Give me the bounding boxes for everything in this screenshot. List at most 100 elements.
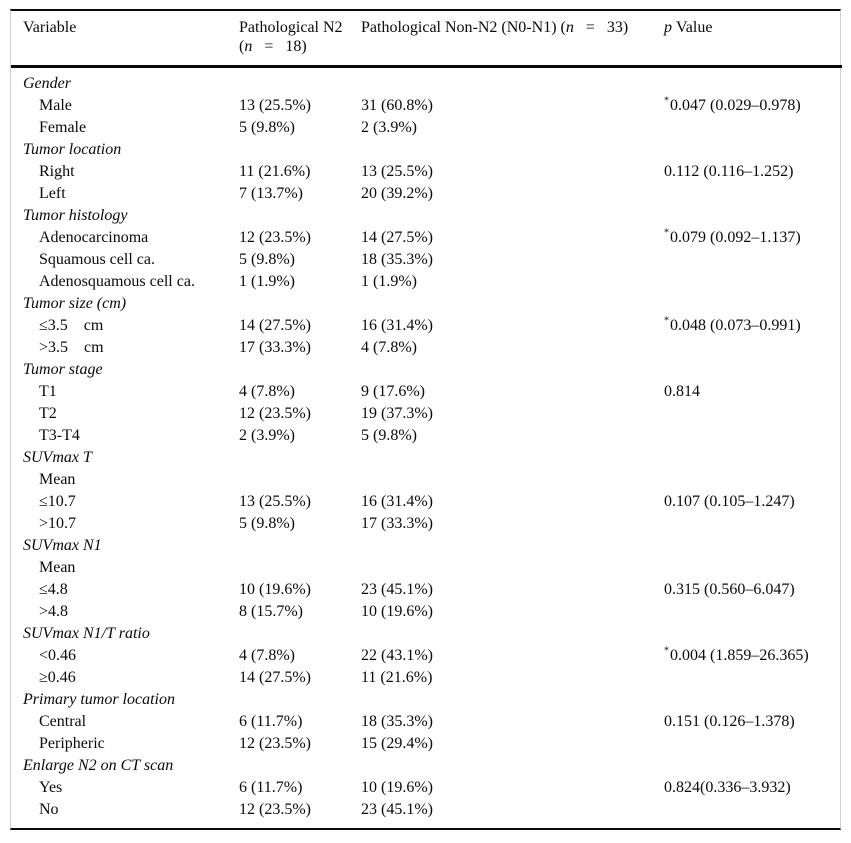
p-value-cell xyxy=(664,183,842,205)
variable-cell: Squamous cell ca. xyxy=(11,249,239,271)
variable-cell: Mean xyxy=(11,469,239,491)
variable-cell: Tumor histology xyxy=(11,205,239,227)
n2-value-cell: 6 (11.7%) xyxy=(239,777,361,799)
non-n2-value-cell: 17 (33.3%) xyxy=(361,513,664,535)
variable-cell: SUVmax N1 xyxy=(11,535,239,557)
n2-value-cell: 14 (27.5%) xyxy=(239,315,361,337)
n2-value: 17 (33.3%) xyxy=(239,339,311,356)
item-label: T1 xyxy=(39,383,57,400)
n2-value: 5 (9.8%) xyxy=(239,515,295,532)
variable-cell: Yes xyxy=(11,777,239,799)
non-n2-value: 1 (1.9%) xyxy=(361,273,417,290)
group-label: SUVmax N1/T ratio xyxy=(23,625,150,642)
non-n2-value-cell: 15 (29.4%) xyxy=(361,733,664,755)
n2-value-cell xyxy=(239,359,361,381)
item-label: Yes xyxy=(39,779,63,796)
variable-cell: SUVmax N1/T ratio xyxy=(11,623,239,645)
significance-asterisk: * xyxy=(664,645,670,657)
p-value-text: 0.315 (0.560–6.047) xyxy=(664,581,795,598)
non-n2-value: 14 (27.5%) xyxy=(361,229,433,246)
variable-cell: Central xyxy=(11,711,239,733)
non-n2-value: 31 (60.8%) xyxy=(361,97,433,114)
n2-value: 12 (23.5%) xyxy=(239,405,311,422)
n2-value: 11 (21.6%) xyxy=(239,163,311,180)
p-value-text: 0.079 (0.092–1.137) xyxy=(670,229,801,246)
n2-value: 5 (9.8%) xyxy=(239,251,295,268)
header-pathological-n2: Pathological N2 (n = 18) xyxy=(239,11,361,67)
variable-cell: <0.46 xyxy=(11,645,239,667)
p-value-cell: *0.047 (0.029–0.978) xyxy=(664,95,842,117)
table-row: <0.46 4 (7.8%) 22 (43.1%) *0.004 (1.859–26.… xyxy=(11,645,842,667)
variable-cell: Adenosquamous cell ca. xyxy=(11,271,239,293)
header-row: Variable Pathological N2 (n = 18) Pathol… xyxy=(11,11,842,67)
n2-value-cell: 7 (13.7%) xyxy=(239,183,361,205)
n2-value-cell xyxy=(239,469,361,491)
p-value-text: 0.824(0.336–3.932) xyxy=(664,779,791,796)
group-label: Primary tumor location xyxy=(23,691,175,708)
group-label: SUVmax T xyxy=(23,449,92,466)
n2-value: 1 (1.9%) xyxy=(239,273,295,290)
variable-cell: Right xyxy=(11,161,239,183)
n2-value-cell: 6 (11.7%) xyxy=(239,711,361,733)
n2-value-cell xyxy=(239,557,361,579)
non-n2-value-cell: 18 (35.3%) xyxy=(361,249,664,271)
table-row: Peripheric 12 (23.5%) 15 (29.4%) xyxy=(11,733,842,755)
header-variable-label: Variable xyxy=(23,19,77,36)
variable-cell: ≥0.46 xyxy=(11,667,239,689)
group-label: SUVmax N1 xyxy=(23,537,102,554)
n2-value: 6 (11.7%) xyxy=(239,779,303,796)
n2-value: 12 (23.5%) xyxy=(239,801,311,818)
non-n2-value: 9 (17.6%) xyxy=(361,383,425,400)
n2-value-cell: 11 (21.6%) xyxy=(239,161,361,183)
table-row: Mean xyxy=(11,469,842,491)
n2-value-cell: 4 (7.8%) xyxy=(239,645,361,667)
item-label: Mean xyxy=(39,471,76,488)
header-p-value: p Value xyxy=(664,11,842,67)
p-value-cell xyxy=(664,513,842,535)
item-label: Right xyxy=(39,163,75,180)
group-row: SUVmax N1/T ratio xyxy=(11,623,842,645)
non-n2-value: 20 (39.2%) xyxy=(361,185,433,202)
non-n2-value-cell: 20 (39.2%) xyxy=(361,183,664,205)
non-n2-value: 15 (29.4%) xyxy=(361,735,433,752)
n2-value: 4 (7.8%) xyxy=(239,383,295,400)
n2-value-cell: 12 (23.5%) xyxy=(239,799,361,828)
p-value-cell xyxy=(664,755,842,777)
table-row: T3-T4 2 (3.9%) 5 (9.8%) xyxy=(11,425,842,447)
variable-cell: T2 xyxy=(11,403,239,425)
variable-cell: T1 xyxy=(11,381,239,403)
n2-value-cell: 13 (25.5%) xyxy=(239,95,361,117)
table-row: Adenocarcinoma 12 (23.5%) 14 (27.5%) *0.079… xyxy=(11,227,842,249)
header-n2-title: Pathological N2 xyxy=(239,19,343,36)
group-label: Gender xyxy=(23,75,71,92)
p-value-text: 0.814 xyxy=(664,383,700,400)
p-value-cell: *0.079 (0.092–1.137) xyxy=(664,227,842,249)
non-n2-value-cell: 1 (1.9%) xyxy=(361,271,664,293)
n2-value: 2 (3.9%) xyxy=(239,427,295,444)
item-label: Squamous cell ca. xyxy=(39,251,155,268)
group-row: Tumor stage xyxy=(11,359,842,381)
n2-value: 13 (25.5%) xyxy=(239,493,311,510)
p-value-cell xyxy=(664,623,842,645)
item-label: Adenocarcinoma xyxy=(39,229,149,246)
non-n2-value-cell: 19 (37.3%) xyxy=(361,403,664,425)
p-value-cell: 0.107 (0.105–1.247) xyxy=(664,491,842,513)
p-value-text: 0.112 (0.116–1.252) xyxy=(664,163,794,180)
n2-value-cell: 5 (9.8%) xyxy=(239,117,361,139)
n2-value-cell xyxy=(239,447,361,469)
n2-value: 13 (25.5%) xyxy=(239,97,311,114)
p-value-cell xyxy=(664,535,842,557)
p-value-text: 0.047 (0.029–0.978) xyxy=(670,97,801,114)
non-n2-value: 16 (31.4%) xyxy=(361,317,433,334)
item-label: Adenosquamous cell ca. xyxy=(39,273,195,290)
variable-cell: ≤4.8 xyxy=(11,579,239,601)
non-n2-value-cell xyxy=(361,689,664,711)
table-row: Squamous cell ca. 5 (9.8%) 18 (35.3%) xyxy=(11,249,842,271)
table-row: >10.7 5 (9.8%) 17 (33.3%) xyxy=(11,513,842,535)
non-n2-value: 10 (19.6%) xyxy=(361,603,433,620)
non-n2-value-cell xyxy=(361,755,664,777)
group-label: Tumor histology xyxy=(23,207,128,224)
n2-value-cell: 12 (23.5%) xyxy=(239,403,361,425)
non-n2-value-cell: 23 (45.1%) xyxy=(361,799,664,828)
non-n2-value: 4 (7.8%) xyxy=(361,339,417,356)
